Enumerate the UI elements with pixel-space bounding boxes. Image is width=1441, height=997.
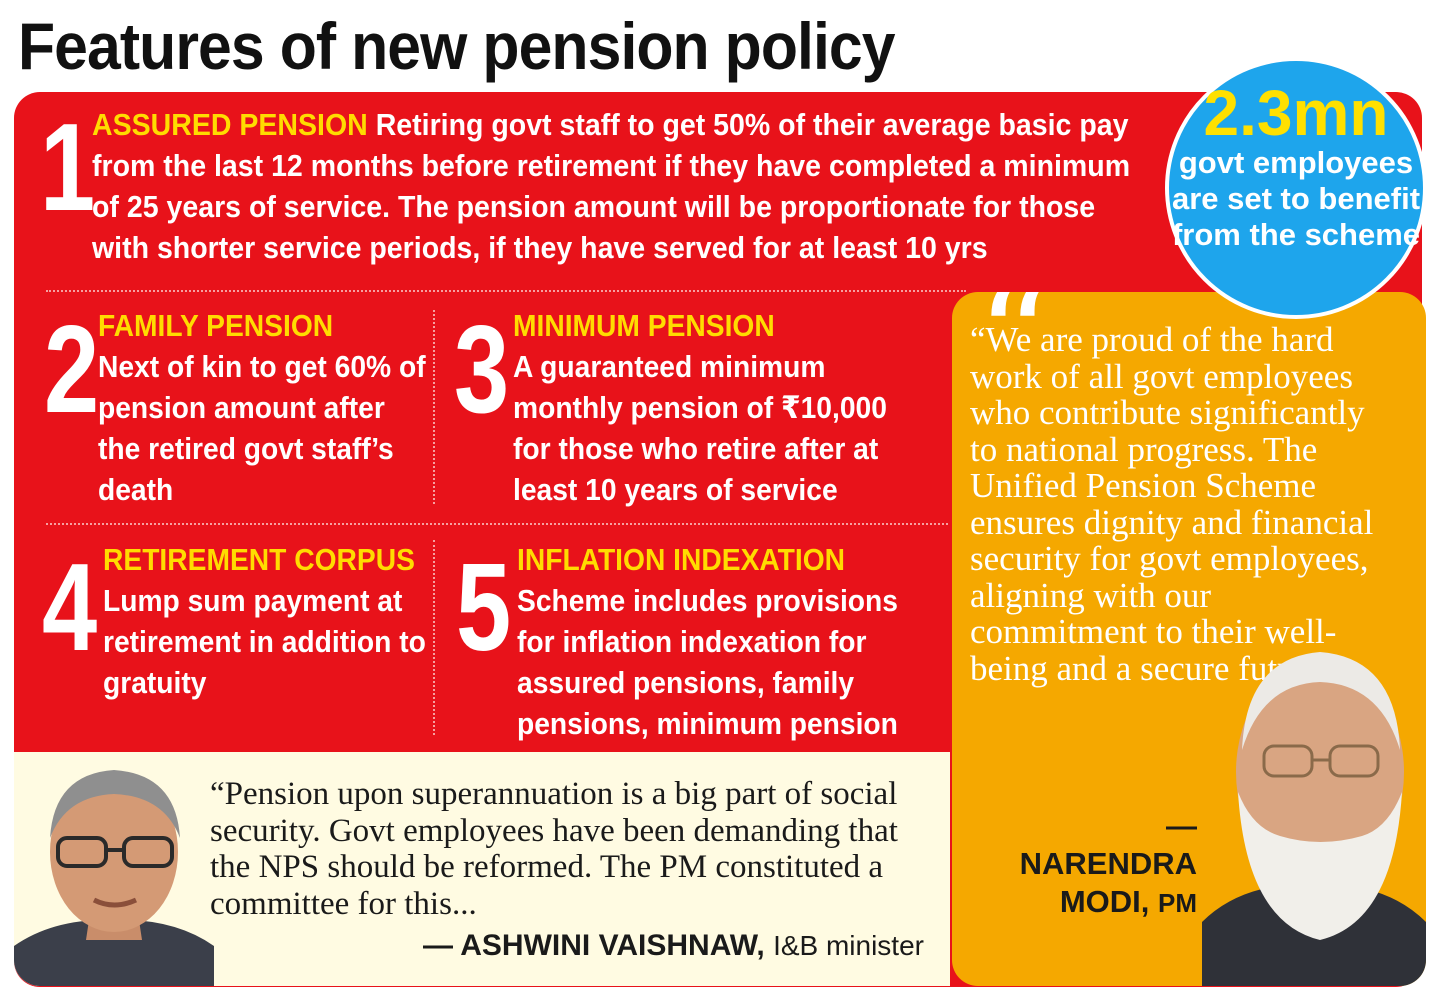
item-4-heading: RETIREMENT CORPUS (103, 542, 415, 577)
item-4-text: RETIREMENT CORPUS Lump sum payment at re… (103, 539, 431, 703)
item-2-body: Next of kin to get 60% of pension amount… (98, 349, 426, 507)
vaishnaw-quote-box: “Pension upon superannuation is a big pa… (14, 752, 950, 986)
item-1-body: Retiring govt staff to get 50% of their … (92, 107, 1131, 265)
modi-attribution: — NARENDRA MODI, PM (982, 807, 1197, 922)
vaishnaw-portrait (14, 752, 214, 986)
divider (433, 310, 435, 504)
beneficiaries-badge: 2.3mn govt employees are set to benefit … (1165, 57, 1427, 319)
item-4-body: Lump sum payment at retirement in additi… (103, 583, 426, 700)
divider (46, 290, 966, 292)
item-5-body: Scheme includes provisions for inflation… (517, 583, 898, 741)
divider (46, 523, 948, 525)
vaishnaw-role: I&B minister (773, 930, 924, 961)
badge-caption: govt employees are set to benefit from t… (1171, 145, 1421, 252)
item-3-text: MINIMUM PENSION A guaranteed minimum mon… (513, 305, 923, 510)
item-2-heading: FAMILY PENSION (98, 308, 334, 343)
modi-portrait (1202, 622, 1426, 986)
item-2-text: FAMILY PENSION Next of kin to get 60% of… (98, 305, 426, 510)
item-number-3: 3 (454, 301, 510, 439)
vaishnaw-attribution: — ASHWINI VAISHNAW, I&B minister (423, 929, 924, 963)
modi-name: — NARENDRA MODI, (1019, 808, 1197, 919)
modi-quote-box: “ “We are proud of the hard work of all … (952, 292, 1426, 986)
item-number-4: 4 (42, 539, 98, 677)
item-number-5: 5 (456, 539, 512, 677)
item-3-heading: MINIMUM PENSION (513, 308, 775, 343)
item-number-2: 2 (44, 301, 100, 439)
modi-role: PM (1158, 888, 1197, 918)
item-5-heading: INFLATION INDEXATION (517, 542, 846, 577)
vaishnaw-name: — ASHWINI VAISHNAW, (423, 929, 765, 962)
item-3-body: A guaranteed minimum monthly pension of … (513, 349, 887, 507)
item-number-1: 1 (40, 99, 96, 237)
divider (433, 540, 435, 735)
item-1-text: ASSURED PENSION Retiring govt staff to g… (92, 104, 1141, 268)
quote-mark-icon: “ (976, 292, 1053, 426)
item-1-heading: ASSURED PENSION (92, 107, 368, 142)
page-title: Features of new pension policy (18, 9, 896, 83)
badge-value: 2.3mn (1203, 77, 1389, 149)
item-5-text: INFLATION INDEXATION Scheme includes pro… (517, 539, 927, 744)
vaishnaw-quote-text: “Pension upon superannuation is a big pa… (210, 776, 898, 922)
